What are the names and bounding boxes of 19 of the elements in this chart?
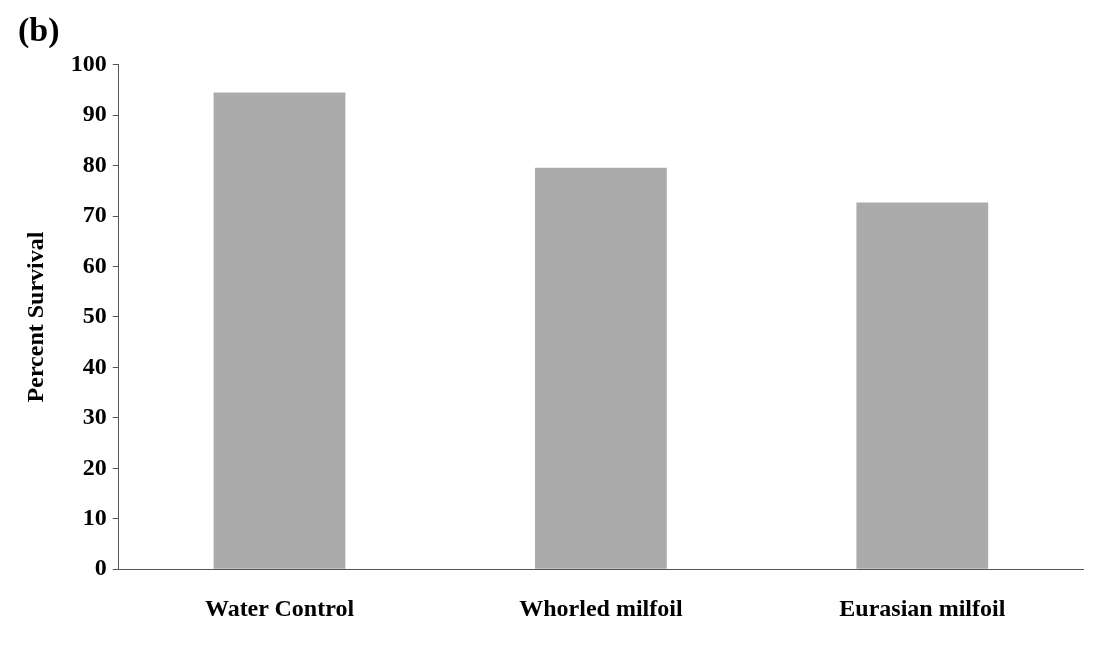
y-tick-label: 90 (82, 100, 107, 127)
y-tick-label: 40 (82, 352, 107, 379)
y-tick-label: 50 (82, 302, 107, 329)
y-tick-label: 30 (82, 403, 107, 430)
y-tick-label: 80 (82, 150, 107, 177)
y-tick-label: 60 (82, 251, 107, 278)
bar (213, 92, 346, 569)
bar (856, 202, 989, 569)
y-tick-label: 100 (70, 50, 107, 76)
x-tick-label: Water Control (204, 594, 355, 621)
y-tick-label: 0 (94, 554, 107, 581)
y-tick-label: 70 (82, 201, 107, 228)
chart-title: (b) (18, 11, 60, 50)
bar (535, 167, 667, 569)
x-tick-label: Eurasian milfoil (839, 594, 1006, 621)
x-tick-label: Whorled milfoil (519, 594, 683, 621)
y-axis-title: Percent Survival (21, 231, 48, 403)
y-tick-label: 20 (82, 453, 107, 480)
y-tick-label: 10 (82, 503, 107, 530)
